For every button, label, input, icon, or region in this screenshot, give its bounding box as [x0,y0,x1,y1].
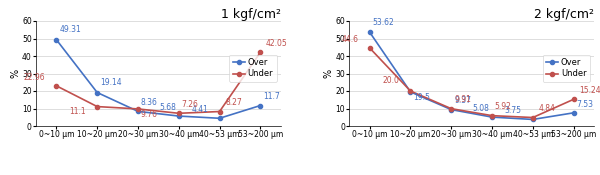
Under [53,85,60,87]
Text: 5.68: 5.68 [159,103,176,112]
Text: 1 kgf/cm²: 1 kgf/cm² [221,8,281,21]
Text: 5.08: 5.08 [472,104,489,113]
Over [407,91,414,93]
Text: 20.0: 20.0 [382,76,400,85]
Text: 3.75: 3.75 [505,106,522,115]
Line: Over: Over [55,38,262,120]
Text: 19.5: 19.5 [413,93,430,102]
Text: 11.7: 11.7 [263,92,280,101]
Text: 11.1: 11.1 [70,107,86,116]
Under [448,108,455,110]
Legend: Over, Under: Over, Under [229,55,277,82]
Over [448,108,455,111]
Text: 22.96: 22.96 [23,73,45,82]
Text: 7.53: 7.53 [577,100,593,109]
Over [529,118,536,120]
Under [257,51,264,54]
Text: 9.37: 9.37 [454,96,471,105]
Text: 7.26: 7.26 [182,100,199,109]
Text: 9.76: 9.76 [141,110,158,119]
Over [257,104,264,107]
Text: 8.27: 8.27 [225,98,242,107]
Over [94,92,101,94]
Over [488,116,496,118]
Text: 42.05: 42.05 [266,39,287,48]
Text: 5.92: 5.92 [495,103,512,111]
Over [134,110,142,112]
Under [216,110,223,113]
Under [488,115,496,117]
Over [570,112,577,114]
Line: Under: Under [368,46,575,120]
Over [366,31,373,33]
Y-axis label: %: % [11,69,20,78]
Under [570,98,577,100]
Text: 53.62: 53.62 [373,18,394,27]
Text: 49.31: 49.31 [59,25,81,34]
Text: 44.6: 44.6 [341,35,359,44]
Line: Over: Over [368,30,575,121]
Text: 4.84: 4.84 [538,104,555,113]
Text: 8.36: 8.36 [141,98,158,107]
Under [407,90,414,92]
Line: Under: Under [55,50,262,115]
Text: 4.41: 4.41 [191,105,208,114]
Text: 9.91: 9.91 [454,96,471,104]
Under [529,117,536,119]
Under [134,108,142,110]
Text: 15.24: 15.24 [579,86,600,95]
Under [175,112,182,114]
Over [53,39,60,41]
Text: 2 kgf/cm²: 2 kgf/cm² [534,8,594,21]
Text: 19.14: 19.14 [100,78,122,87]
Legend: Over, Under: Over, Under [542,55,590,82]
Under [366,47,373,49]
Y-axis label: %: % [324,69,334,78]
Over [216,117,223,119]
Under [94,106,101,108]
Over [175,115,182,117]
